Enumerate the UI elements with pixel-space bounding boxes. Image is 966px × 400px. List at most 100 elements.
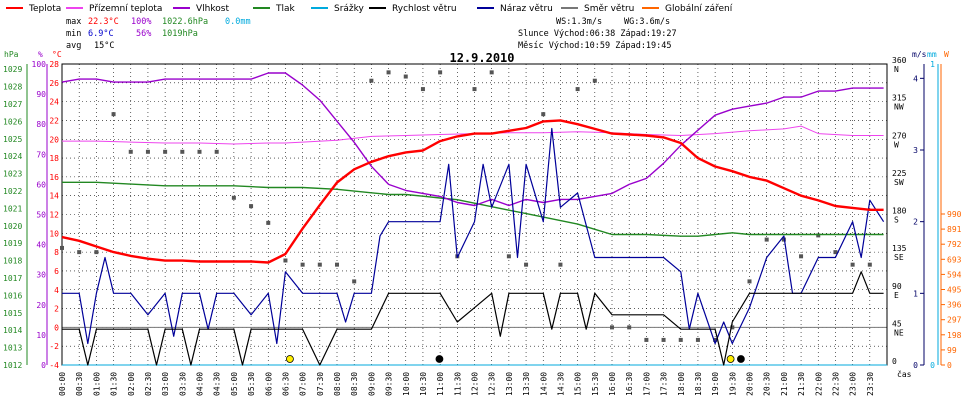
x-tick: 06:30 — [281, 372, 290, 396]
temp-tick: -2 — [49, 342, 59, 351]
temp-tick: 2 — [54, 305, 59, 314]
w-tick: 396 — [947, 301, 962, 310]
x-tick: 13:30 — [522, 372, 531, 396]
x-tick: 20:00 — [746, 372, 755, 396]
dir-tick-label: NE — [894, 328, 904, 337]
temp-tick: 26 — [49, 79, 59, 88]
x-tick: 10:00 — [402, 372, 411, 396]
x-tick: 08:00 — [333, 372, 342, 396]
wind-dir-point — [352, 279, 357, 284]
mm-tick: 1 — [930, 60, 935, 69]
hpa-tick: 1018 — [3, 257, 22, 266]
x-tick: 03:30 — [178, 372, 187, 396]
temp-tick: 16 — [49, 173, 59, 182]
temp-tick: 14 — [49, 192, 59, 201]
x-tick: 09:00 — [367, 372, 376, 396]
x-tick: 12:00 — [471, 372, 480, 396]
hpa-tick: 1017 — [3, 274, 22, 283]
x-axis-unit: čas — [897, 369, 912, 379]
x-tick: 07:30 — [316, 372, 325, 396]
wind-dir-point — [386, 70, 391, 75]
stat-max-hum: 100% — [131, 17, 151, 27]
x-tick: 02:30 — [144, 372, 153, 396]
stat-max-press: 1022.6hPa — [162, 17, 208, 27]
legend-label-5: Rychlost větru — [392, 4, 457, 14]
x-tick: 03:00 — [161, 372, 170, 396]
dir-tick-label: N — [894, 65, 899, 74]
stat-avg-temp: 15°C — [94, 41, 114, 51]
x-tick: 01:00 — [92, 372, 101, 396]
wind-dir-point — [644, 337, 649, 342]
x-tick: 04:30 — [213, 372, 222, 396]
wind-dir-point — [145, 149, 150, 154]
grid — [61, 63, 888, 366]
w-tick: 495 — [947, 286, 962, 295]
wind-dir-point — [575, 87, 580, 92]
wind-dir-point — [730, 325, 735, 330]
temp-axis-unit: °C — [52, 50, 62, 59]
wind-dir-point — [506, 254, 511, 259]
wind-dir-point — [77, 250, 82, 255]
pct-tick: 80 — [36, 120, 46, 129]
axes: hPa1012101310141015101610171018101910201… — [3, 50, 962, 396]
pct-tick: 50 — [36, 211, 46, 220]
series-layer — [60, 70, 887, 366]
sunset-marker — [726, 355, 735, 363]
wind-dir-point — [558, 262, 563, 267]
x-tick: 07:00 — [299, 372, 308, 396]
info-sun: Slunce Východ:06:38 Západ:19:27 — [518, 29, 677, 39]
x-tick: 00:00 — [58, 372, 67, 396]
x-tick: 05:00 — [230, 372, 239, 396]
x-tick: 11:00 — [436, 372, 445, 396]
legend-label-6: Náraz větru — [500, 4, 553, 14]
dir-tick: 270 — [892, 131, 907, 140]
pct-tick: 0 — [41, 361, 46, 370]
x-tick: 08:30 — [350, 372, 359, 396]
legend-label-1: Přízemní teplota — [89, 4, 162, 14]
moonrise-marker — [435, 355, 444, 363]
wind-dir-point — [764, 237, 769, 242]
pct-tick: 20 — [36, 301, 46, 310]
wind-dir-point — [747, 279, 752, 284]
mm-axis-unit: mm — [927, 50, 937, 59]
astro-markers — [286, 355, 745, 363]
temp-tick: 10 — [49, 229, 59, 238]
dir-tick-label: E — [894, 291, 899, 300]
wind-dir-point — [94, 250, 99, 255]
x-tick: 00:30 — [75, 372, 84, 396]
wind-dir-point — [867, 262, 872, 267]
wind-dir-point — [610, 325, 614, 330]
w-tick: 99 — [947, 346, 957, 355]
hpa-tick: 1029 — [3, 65, 22, 74]
stat-min-press: 1019hPa — [162, 29, 198, 39]
w-tick: 990 — [947, 210, 962, 219]
dir-tick: 225 — [892, 169, 907, 178]
hpa-tick: 1012 — [3, 361, 22, 370]
dir-tick-label: NW — [894, 103, 904, 112]
wind-dir-point — [335, 262, 339, 267]
wind-dir-point — [799, 254, 804, 259]
wind-dir-point — [816, 233, 821, 238]
wind-dir-point — [300, 262, 305, 267]
legend-label-3: Tlak — [275, 4, 296, 14]
stats-panel: max 22.3°C 100% 1022.6hPa 0.0mm min 6.9°… — [66, 17, 251, 51]
ms-tick: 3 — [913, 146, 918, 155]
dir-tick-label: SE — [894, 253, 904, 262]
wind-dir-point — [713, 337, 718, 342]
temp-tick: 12 — [49, 211, 59, 220]
hpa-tick: 1020 — [3, 222, 22, 231]
wind-dir-point — [524, 262, 529, 267]
stat-min-hum: 56% — [136, 29, 151, 39]
wind-dir-point — [695, 337, 700, 342]
hpa-tick: 1027 — [3, 100, 22, 109]
sunrise-marker — [286, 355, 294, 363]
legend-label-2: Vlhkost — [196, 4, 229, 14]
wind-dir-point — [249, 204, 254, 209]
x-tick: 06:00 — [264, 372, 273, 396]
hpa-axis-unit: hPa — [4, 50, 19, 59]
dir-tick: 0 — [892, 357, 897, 366]
pct-tick: 30 — [36, 271, 46, 280]
x-tick: 19:30 — [728, 372, 737, 396]
x-tick: 15:30 — [591, 372, 600, 396]
